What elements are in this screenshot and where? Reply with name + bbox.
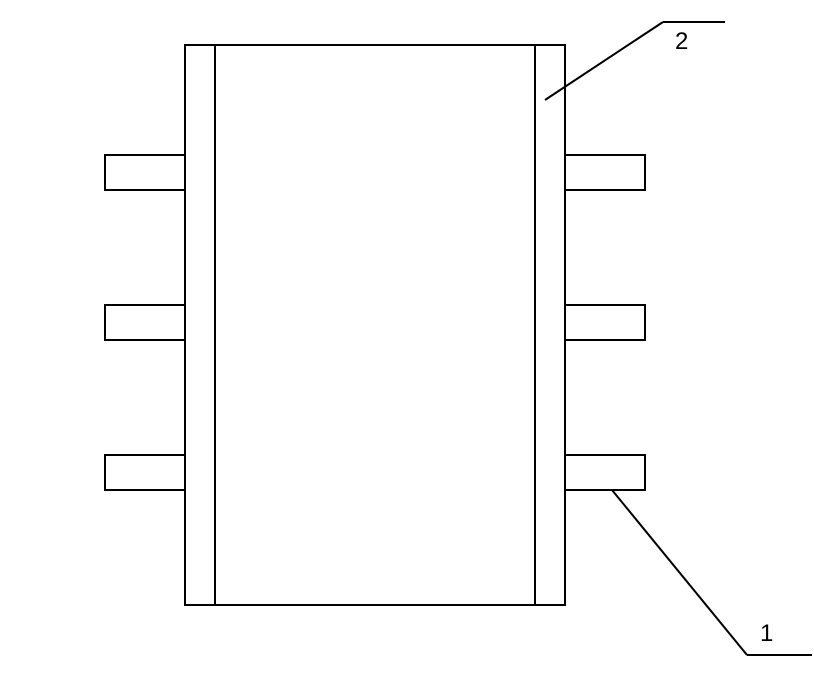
technical-diagram: 2 1: [0, 0, 814, 685]
pin-right-2: [565, 305, 645, 340]
pin-left-2: [105, 305, 185, 340]
pin-left-3: [105, 455, 185, 490]
pin-left-1: [105, 155, 185, 190]
callout-1-diagonal: [612, 490, 747, 655]
main-body-rect: [185, 45, 565, 605]
callout-2-diagonal: [545, 22, 663, 100]
callout-label-2: 2: [675, 28, 688, 56]
pin-right-3: [565, 455, 645, 490]
pin-right-1: [565, 155, 645, 190]
diagram-svg: [0, 0, 814, 685]
callout-label-1: 1: [760, 620, 773, 648]
